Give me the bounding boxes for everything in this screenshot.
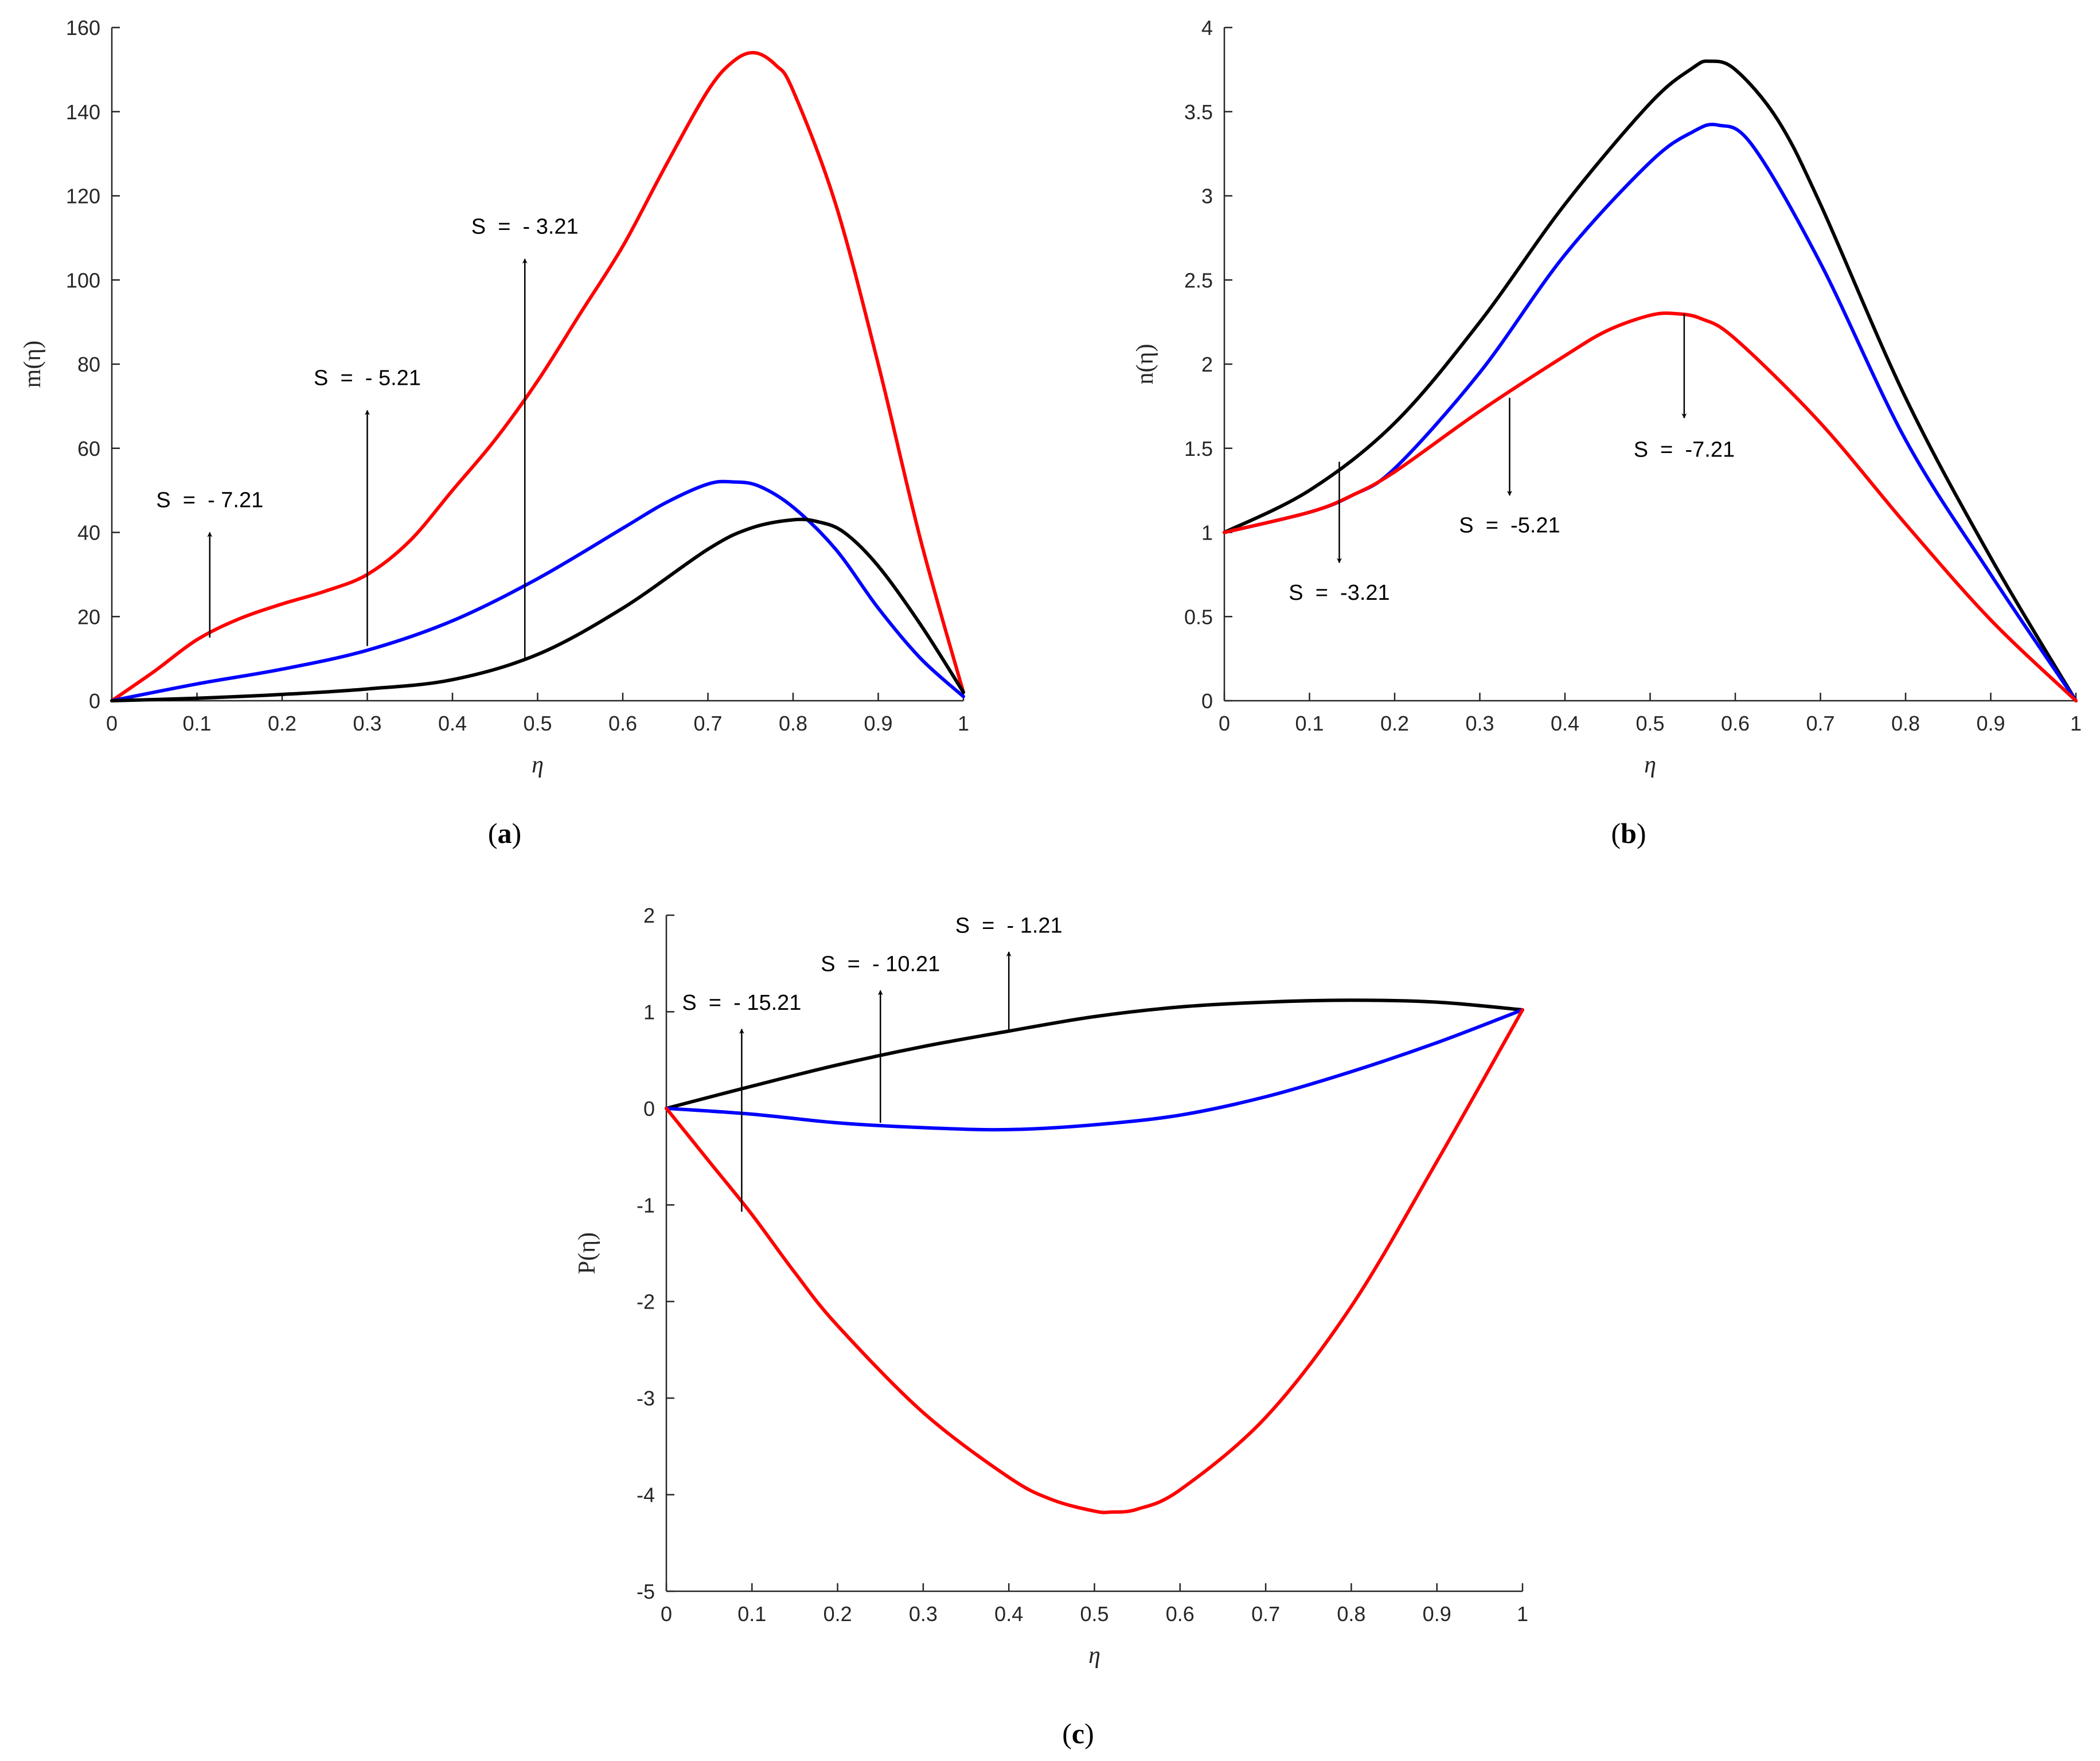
x-tick-label: 0.4 [438, 712, 467, 735]
caption-close-paren: ) [512, 817, 522, 849]
x-tick-label: 0.7 [1806, 712, 1834, 735]
x-tick-label: 0.1 [737, 1602, 766, 1626]
caption-letter: b [1621, 817, 1637, 849]
series-line-blue [110, 479, 965, 702]
series-line-red [1223, 311, 2078, 702]
y-tick-label: 40 [77, 521, 100, 545]
x-tick-label: 0.4 [1551, 712, 1579, 735]
y-tick-label: -3 [637, 1387, 655, 1410]
series-line-blue [665, 1008, 1524, 1132]
y-tick-label: 1 [1201, 521, 1213, 545]
x-tick-label: 0 [1219, 712, 1230, 735]
series-line-red [665, 1008, 1524, 1514]
panel-caption: (b) [1611, 817, 1646, 849]
x-tick-label: 0.1 [182, 712, 211, 735]
caption-open-paren: ( [1062, 1717, 1072, 1750]
series-line-black [110, 517, 965, 702]
y-tick-label: 2.5 [1184, 268, 1213, 292]
annotation-label: S = - 10.21 [821, 952, 940, 977]
x-tick-label: 0.7 [1251, 1602, 1280, 1626]
y-tick-label: 0.5 [1184, 605, 1213, 628]
caption-close-paren: ) [1637, 817, 1646, 849]
caption-open-paren: ( [488, 817, 498, 849]
y-tick-label: 2 [643, 904, 655, 927]
y-axis-title: n(η) [1132, 344, 1158, 385]
series-line-blue [1223, 122, 2078, 702]
panel-caption: (c) [1062, 1717, 1094, 1750]
caption-letter: a [498, 817, 512, 849]
annotation-label: S = -5.21 [1459, 514, 1560, 538]
x-tick-label: 0.6 [1166, 1602, 1195, 1626]
caption-close-paren: ) [1084, 1717, 1094, 1750]
x-tick-label: 1 [1517, 1602, 1528, 1626]
x-tick-label: 0.5 [523, 712, 552, 735]
annotation-label: S = - 1.21 [955, 913, 1063, 938]
x-tick-label: 1 [2070, 712, 2082, 735]
caption-open-paren: ( [1611, 817, 1621, 849]
y-tick-label: 2 [1201, 353, 1213, 376]
chart-panel-b: 0 0.1 0.2 0.3 0.4 0.5 0.6 0.7 0.8 0.9 1 0 0.5 1 1.5 2 2.… [1132, 16, 2082, 849]
y-tick-label: 4 [1201, 16, 1213, 40]
x-tick-label: 0.9 [864, 712, 892, 735]
x-tick-label: 0.6 [608, 712, 637, 735]
x-tick-label: 0 [661, 1602, 672, 1626]
annotation-label: S = - 7.21 [156, 488, 263, 512]
x-axis-title: η [1088, 1642, 1100, 1669]
y-tick-label: 20 [77, 605, 100, 628]
x-tick-label: 0.7 [693, 712, 722, 735]
chart-panel-c: 0 0.1 0.2 0.3 0.4 0.5 0.6 0.7 0.8 0.9 1 -5 -4 -3 -2 -1 0… [574, 904, 1528, 1750]
x-tick-label: 0.8 [1891, 712, 1920, 735]
x-tick-label: 0.5 [1635, 712, 1664, 735]
x-tick-label: 0.3 [1465, 712, 1494, 735]
caption-letter: c [1072, 1717, 1084, 1750]
x-tick-label: 0.3 [353, 712, 381, 735]
annotation-label: S = -7.21 [1634, 438, 1735, 462]
y-tick-label: 3.5 [1184, 100, 1213, 124]
x-tick-label: 0.5 [1080, 1602, 1108, 1626]
y-tick-label: 3 [1201, 185, 1213, 208]
series-line-red [110, 50, 965, 702]
annotation-label: S = - 15.21 [682, 991, 801, 1015]
y-tick-label: 120 [66, 185, 100, 208]
series-line-black [665, 998, 1524, 1110]
x-tick-label: 0.6 [1721, 712, 1750, 735]
y-tick-label: 1 [643, 1000, 655, 1024]
x-tick-label: 0 [106, 712, 118, 735]
x-tick-label: 0.2 [823, 1602, 852, 1626]
y-tick-label: -1 [637, 1193, 655, 1217]
x-tick-label: 0.8 [1337, 1602, 1365, 1626]
y-tick-label: 80 [77, 353, 100, 376]
x-tick-label: 0.1 [1295, 712, 1324, 735]
y-tick-label: 0 [1201, 689, 1213, 713]
series-line-black [1223, 59, 2078, 702]
x-tick-label: 0.3 [909, 1602, 938, 1626]
y-tick-label: -5 [637, 1580, 655, 1603]
annotation-label: S = - 3.21 [471, 215, 579, 239]
x-tick-label: 0.8 [779, 712, 807, 735]
y-tick-label: 60 [77, 437, 100, 460]
x-axis-title: η [1644, 752, 1656, 778]
x-tick-label: 1 [958, 712, 969, 735]
y-tick-label: 1.5 [1184, 437, 1213, 460]
x-tick-label: 0.2 [1380, 712, 1409, 735]
x-axis-title: η [532, 752, 544, 778]
y-tick-label: 160 [66, 16, 100, 40]
annotation-label: S = - 5.21 [314, 366, 421, 391]
y-tick-label: 0 [643, 1097, 655, 1120]
y-tick-label: -4 [637, 1483, 655, 1507]
y-tick-label: 100 [66, 268, 100, 292]
x-tick-label: 0.2 [268, 712, 296, 735]
x-tick-label: 0.9 [1423, 1602, 1451, 1626]
chart-panel-a: 0 0.1 0.2 0.3 0.4 0.5 0.6 0.7 0.8 0.9 1 0 20 40 60 80 10… [19, 16, 969, 849]
x-tick-label: 0.9 [1976, 712, 2005, 735]
y-tick-label: -2 [637, 1290, 655, 1314]
y-axis-title: m(η) [19, 341, 46, 388]
y-tick-label: 140 [66, 100, 100, 124]
y-axis-title: P(η) [574, 1232, 600, 1274]
y-tick-label: 0 [89, 689, 100, 713]
annotation-label: S = -3.21 [1289, 581, 1389, 605]
x-tick-label: 0.4 [994, 1602, 1023, 1626]
panel-caption: (a) [488, 817, 521, 849]
